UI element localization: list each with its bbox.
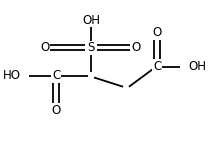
Text: O: O [52,103,61,117]
Text: O: O [40,41,49,55]
Text: O: O [131,41,140,55]
Text: C: C [153,60,161,73]
Text: S: S [87,41,95,55]
Text: HO: HO [3,69,21,82]
Text: C: C [52,69,60,82]
Text: OH: OH [188,60,206,73]
Text: O: O [152,26,162,39]
Text: OH: OH [82,14,100,27]
